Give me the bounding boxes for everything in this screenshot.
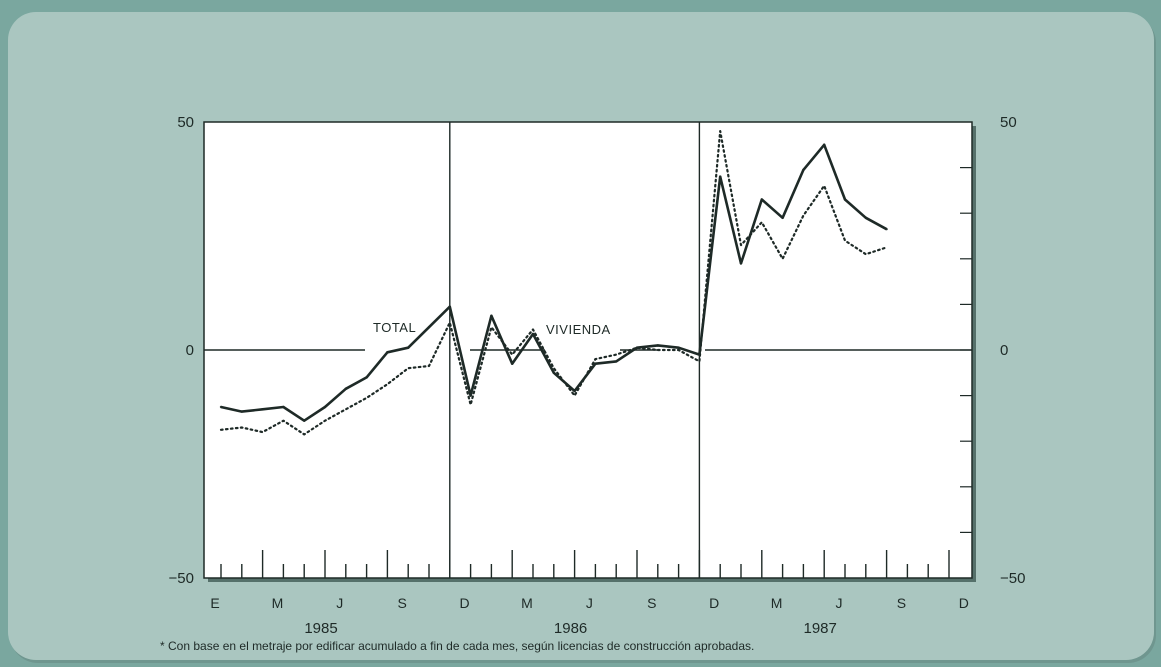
x-year-label: 1987 — [804, 620, 837, 637]
data-point-total — [240, 410, 243, 413]
y-tick-label-right: −50 — [1000, 570, 1025, 587]
x-month-label: S — [897, 595, 906, 611]
data-point-total — [843, 198, 847, 201]
data-point-total — [719, 175, 722, 178]
data-point-total — [427, 326, 431, 329]
data-point-total — [781, 216, 784, 219]
data-point-total — [365, 376, 368, 379]
data-point-total — [864, 216, 867, 219]
data-point-total — [511, 362, 514, 365]
data-point-total — [261, 408, 264, 411]
data-point-total — [282, 405, 285, 409]
x-month-label: D — [709, 595, 719, 611]
data-point-total — [407, 346, 410, 349]
y-tick-label-left: 50 — [177, 114, 194, 131]
data-point-total — [552, 371, 555, 374]
x-month-label: M — [771, 595, 783, 611]
data-point-total — [490, 314, 493, 317]
x-month-label: S — [647, 595, 656, 611]
series-line-vivienda — [219, 130, 888, 436]
data-point-total — [760, 198, 763, 201]
data-point-total — [739, 262, 743, 265]
x-month-label: J — [836, 595, 843, 611]
y-tick-label-right: 50 — [1000, 114, 1017, 131]
data-point-total — [802, 168, 805, 172]
chart-layer: 50 50 0 0 −50 −50 E M J S D M J S D M J S D 1985 1986 1987 TOT… — [169, 114, 1026, 637]
data-point-total — [386, 351, 389, 354]
y-tick-label-left: 0 — [186, 342, 194, 359]
data-point-total — [469, 394, 472, 397]
data-point-total — [573, 389, 576, 393]
x-month-label: J — [336, 595, 343, 611]
data-point-total — [677, 346, 680, 349]
data-point-total — [303, 419, 306, 422]
data-point-total — [531, 332, 535, 336]
data-point-total — [885, 227, 888, 231]
y-tick-label-left: −50 — [169, 570, 194, 587]
x-year-label: 1985 — [304, 620, 337, 637]
data-point-total — [594, 362, 597, 365]
footnote: * Con base en el metraje por edificar ac… — [160, 639, 755, 653]
x-year-label: 1986 — [554, 620, 587, 637]
series-label-total: TOTAL — [373, 320, 416, 335]
x-month-label: M — [272, 595, 284, 611]
x-month-label: D — [460, 595, 470, 611]
x-month-label: M — [521, 595, 533, 611]
x-month-label: E — [210, 595, 219, 611]
x-month-label: D — [959, 595, 969, 611]
y-tick-label-right: 0 — [1000, 342, 1008, 359]
data-point-total — [656, 344, 659, 347]
series-label-vivienda: VIVIENDA — [546, 322, 611, 337]
data-point-total — [615, 360, 618, 363]
x-month-label: S — [398, 595, 407, 611]
data-point-total — [323, 405, 327, 409]
data-point-total — [823, 143, 826, 146]
x-month-label: J — [586, 595, 593, 611]
data-point-total — [219, 405, 223, 409]
data-point-total — [344, 387, 347, 390]
data-point-total — [448, 305, 451, 308]
